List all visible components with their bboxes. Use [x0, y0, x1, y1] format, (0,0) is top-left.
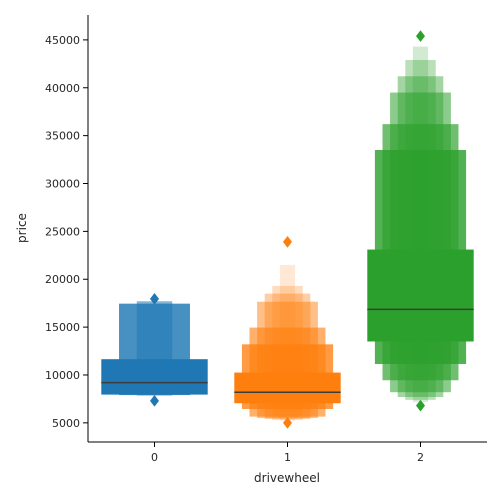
boxen-box	[367, 249, 474, 342]
outlier-point	[283, 417, 292, 429]
x-tick-label: 0	[151, 451, 158, 464]
outlier-point	[416, 30, 425, 42]
y-tick-label: 5000	[52, 417, 80, 430]
y-tick-label: 30000	[45, 178, 80, 191]
outlier-point	[283, 236, 292, 248]
outlier-point	[150, 394, 159, 407]
x-axis-label: drivewheel	[254, 471, 320, 485]
boxes-layer	[101, 30, 474, 429]
y-tick-label: 25000	[45, 225, 80, 238]
y-tick-label: 40000	[45, 82, 80, 95]
boxen-box	[101, 359, 208, 395]
y-tick-label: 15000	[45, 321, 80, 334]
outlier-point	[150, 293, 159, 305]
y-tick-label: 35000	[45, 130, 80, 143]
outlier-point	[416, 399, 425, 412]
x-tick-label: 2	[417, 451, 424, 464]
y-tick-label: 20000	[45, 273, 80, 286]
x-tick-label: 1	[284, 451, 291, 464]
y-tick-label: 10000	[45, 369, 80, 382]
y-ticks: 5000 10000 15000 20000 25000 30000 35000 40000 4…	[45, 34, 88, 430]
y-tick-label: 45000	[45, 34, 80, 47]
y-axis-label: price	[15, 213, 29, 243]
x-ticks: 0 1 2	[151, 442, 424, 464]
boxen-box	[234, 372, 341, 404]
